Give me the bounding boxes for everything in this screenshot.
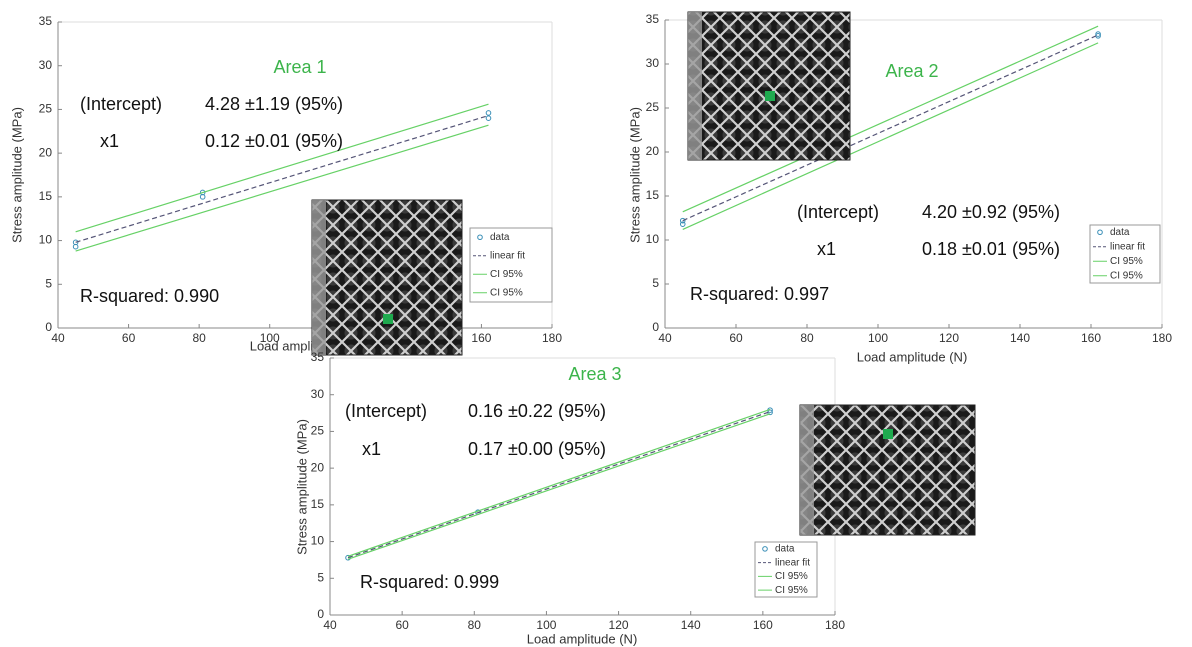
y-tick-label: 25	[39, 102, 53, 116]
y-tick-label: 15	[311, 497, 325, 511]
annotation: 0.12 ±0.01 (95%)	[205, 131, 343, 151]
x-tick-label: 140	[681, 618, 701, 632]
y-tick-label: 10	[311, 534, 325, 548]
inset-image	[800, 405, 975, 535]
x-tick-label: 100	[536, 618, 556, 632]
x-tick-label: 180	[825, 618, 845, 632]
y-tick-label: 15	[39, 189, 53, 203]
annotation: 0.16 ±0.22 (95%)	[468, 401, 606, 421]
y-tick-label: 35	[311, 350, 325, 364]
legend-label: CI 95%	[490, 269, 523, 280]
annotation: 4.20 ±0.92 (95%)	[922, 202, 1060, 222]
y-tick-label: 30	[39, 58, 53, 72]
legend-label: CI 95%	[775, 585, 808, 596]
legend-label: linear fit	[490, 250, 525, 261]
legend-label: CI 95%	[775, 571, 808, 582]
y-tick-label: 20	[646, 144, 660, 158]
annotation: x1	[100, 131, 119, 151]
annotation: R-squared: 0.999	[360, 572, 499, 592]
x-tick-label: 80	[468, 618, 482, 632]
legend-label: linear fit	[775, 557, 810, 568]
y-tick-label: 30	[646, 56, 660, 70]
inset-marker	[883, 429, 893, 439]
figure: 40608010012014016018005101520253035Load …	[0, 0, 1192, 647]
y-tick-label: 35	[646, 12, 660, 26]
inset-marker	[765, 91, 775, 101]
y-tick-label: 15	[646, 188, 660, 202]
inset-marker	[383, 314, 393, 324]
legend-label: data	[775, 544, 795, 555]
x-tick-label: 160	[753, 618, 773, 632]
x-axis-label: Load amplitude (N)	[857, 349, 968, 364]
x-tick-label: 60	[395, 618, 409, 632]
annotation: 0.17 ±0.00 (95%)	[468, 439, 606, 459]
chart-title: Area 1	[273, 57, 326, 77]
inset-image	[312, 200, 462, 355]
annotation: R-squared: 0.997	[690, 284, 829, 304]
x-tick-label: 40	[658, 331, 672, 345]
x-tick-label: 180	[1152, 331, 1172, 345]
x-tick-label: 80	[192, 331, 206, 345]
annotation: 4.28 ±1.19 (95%)	[205, 94, 343, 114]
legend-label: linear fit	[1110, 241, 1145, 252]
y-axis-label: Stress amplitude (MPa)	[9, 107, 24, 243]
chart: 40608010012014016018005101520253035Load …	[9, 14, 562, 355]
y-axis-label: Stress amplitude (MPa)	[627, 107, 642, 243]
legend-label: CI 95%	[490, 287, 523, 298]
data-point	[486, 111, 491, 116]
y-tick-label: 0	[45, 320, 52, 334]
x-tick-label: 120	[939, 331, 959, 345]
chart: 40 60 80 100 120 140 160 180 0 5 10 15 20 25 30 35 Load …	[627, 12, 1172, 364]
annotation: 0.18 ±0.01 (95%)	[922, 239, 1060, 259]
inset-image-edge	[688, 12, 702, 160]
y-tick-label: 5	[45, 276, 52, 290]
data-point	[486, 116, 491, 121]
y-tick-label: 25	[311, 424, 325, 438]
chart-title: Area 2	[885, 61, 938, 81]
x-tick-label: 160	[1081, 331, 1101, 345]
x-tick-label: 180	[542, 331, 562, 345]
y-tick-label: 30	[311, 387, 325, 401]
legend-label: CI 95%	[1110, 270, 1143, 281]
annotation: R-squared: 0.990	[80, 286, 219, 306]
y-tick-label: 25	[646, 100, 660, 114]
inset-image-edge	[312, 200, 326, 355]
y-tick-label: 5	[317, 570, 324, 584]
chart: 40 60 80 100 120 140 160 180 0 5 10 15 20 25 30 35 Load …	[294, 350, 975, 646]
x-tick-label: 100	[868, 331, 888, 345]
x-tick-label: 40	[323, 618, 337, 632]
y-tick-label: 10	[646, 232, 660, 246]
y-tick-label: 35	[39, 14, 53, 28]
x-tick-label: 120	[609, 618, 629, 632]
legend-label: data	[1110, 227, 1130, 238]
legend-label: data	[490, 232, 510, 243]
x-axis-label: Load amplitude (N)	[527, 631, 638, 646]
y-tick-label: 0	[652, 320, 659, 334]
ci-line	[348, 414, 770, 559]
x-tick-label: 160	[471, 331, 491, 345]
x-tick-label: 60	[729, 331, 743, 345]
x-tick-label: 60	[122, 331, 136, 345]
fit-line	[348, 412, 770, 558]
legend-label: CI 95%	[1110, 256, 1143, 267]
y-tick-label: 20	[311, 460, 325, 474]
x-tick-label: 140	[1010, 331, 1030, 345]
annotation: (Intercept)	[80, 94, 162, 114]
y-axis-label: Stress amplitude (MPa)	[294, 419, 309, 555]
y-tick-label: 10	[39, 233, 53, 247]
y-tick-label: 0	[317, 607, 324, 621]
y-tick-label: 5	[652, 276, 659, 290]
inset-image	[688, 12, 850, 160]
ci-line	[348, 409, 770, 556]
annotation: x1	[362, 439, 381, 459]
x-tick-label: 40	[51, 331, 65, 345]
annotation: (Intercept)	[797, 202, 879, 222]
chart-title: Area 3	[568, 364, 621, 384]
inset-image-edge	[800, 405, 814, 535]
y-tick-label: 20	[39, 145, 53, 159]
x-tick-label: 80	[800, 331, 814, 345]
annotation: x1	[817, 239, 836, 259]
annotation: (Intercept)	[345, 401, 427, 421]
